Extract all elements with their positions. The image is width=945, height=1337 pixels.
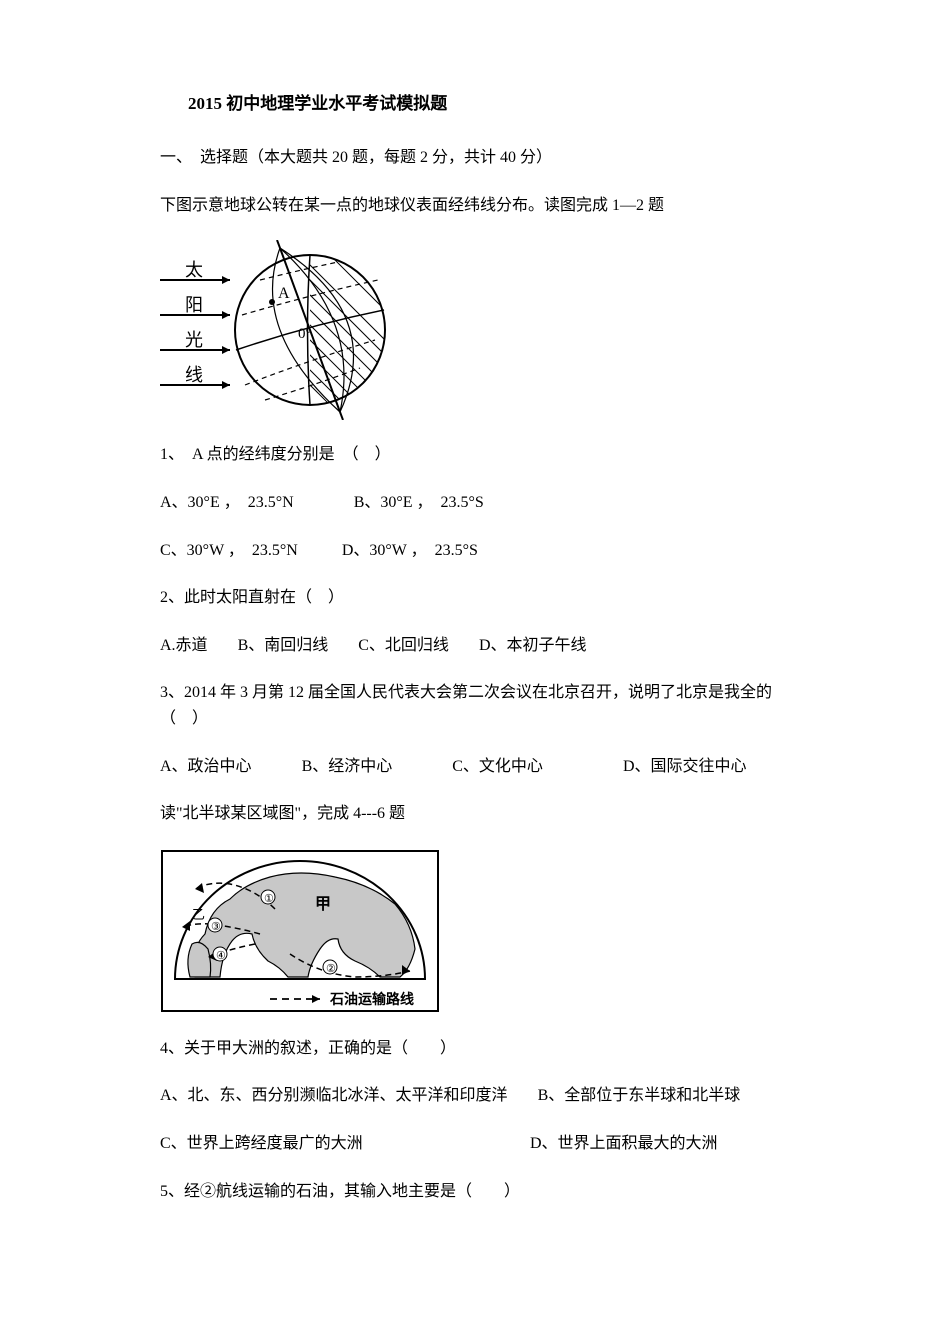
sun-label-4: 线 xyxy=(185,365,203,385)
question-2: 2、此时太阳直射在（ ） xyxy=(160,585,790,611)
sun-label-2: 阳 xyxy=(185,295,203,315)
fig2-circ3: ③ xyxy=(211,921,221,933)
question-1-options-row1: A、30°E ， 23.5°N B、30°E ， 23.5°S xyxy=(160,490,790,516)
question-1: 1、 A 点的经纬度分别是 （ ） xyxy=(160,442,790,468)
fig2-circ2: ② xyxy=(326,963,336,975)
intro-text-2: 读"北半球某区域图"，完成 4---6 题 xyxy=(160,801,790,827)
q4-opt-a: A、北、东、西分别濒临北冰洋、太平洋和印度洋 xyxy=(160,1083,508,1109)
q3-opt-a: A、政治中心 xyxy=(160,754,252,780)
question-4: 4、关于甲大洲的叙述，正确的是（ ） xyxy=(160,1036,790,1062)
question-5: 5、经②航线运输的石油，其输入地主要是（ ） xyxy=(160,1179,790,1205)
q2-opt-d: D、本初子午线 xyxy=(479,633,587,659)
q3-opt-d: D、国际交往中心 xyxy=(623,754,747,780)
q4-opt-d: D、世界上面积最大的大洲 xyxy=(530,1131,718,1157)
question-4-options-row2: C、世界上跨经度最广的大洲 D、世界上面积最大的大洲 xyxy=(160,1131,790,1157)
fig2-circ1: ① xyxy=(264,893,274,905)
fig2-label-jia: 甲 xyxy=(315,895,331,913)
section-header: 一、 选择题（本大题共 20 题，每题 2 分，共计 40 分） xyxy=(160,145,790,171)
sun-label-1: 太 xyxy=(185,260,203,280)
question-3-options: A、政治中心 B、经济中心 C、文化中心 D、国际交往中心 xyxy=(160,754,790,780)
q2-opt-a: A.赤道 xyxy=(160,633,208,659)
figure-1-globe: 太 阳 光 线 xyxy=(160,240,790,420)
intro-text-1: 下图示意地球公转在某一点的地球仪表面经纬线分布。读图完成 1—2 题 xyxy=(160,193,790,219)
q1-opt-b: B、30°E ， 23.5°S xyxy=(354,490,484,516)
sun-label-3: 光 xyxy=(185,330,203,350)
q2-opt-c: C、北回归线 xyxy=(358,633,449,659)
figure-2-hemisphere-map: ① ③ ④ ② 甲 乙 石油运输路线 xyxy=(160,849,790,1014)
q1-opt-a: A、30°E ， 23.5°N xyxy=(160,490,294,516)
question-2-options: A.赤道 B、南回归线 C、北回归线 D、本初子午线 xyxy=(160,633,790,659)
question-3: 3、2014 年 3 月第 12 届全国人民代表大会第二次会议在北京召开，说明了… xyxy=(160,680,790,731)
q3-opt-c: C、文化中心 xyxy=(452,754,543,780)
point-a-label: A xyxy=(278,285,290,302)
q4-opt-c: C、世界上跨经度最广的大洲 xyxy=(160,1131,530,1157)
q4-opt-b: B、全部位于东半球和北半球 xyxy=(538,1083,741,1109)
question-4-options-row1: A、北、东、西分别濒临北冰洋、太平洋和印度洋 B、全部位于东半球和北半球 xyxy=(160,1083,790,1109)
question-1-options-row2: C、30°W ， 23.5°N D、30°W ， 23.5°S xyxy=(160,538,790,564)
q1-opt-c: C、30°W ， 23.5°N xyxy=(160,538,298,564)
q1-opt-d: D、30°W ， 23.5°S xyxy=(342,538,478,564)
q2-opt-b: B、南回归线 xyxy=(238,633,329,659)
q3-opt-b: B、经济中心 xyxy=(302,754,393,780)
fig2-legend: 石油运输路线 xyxy=(329,991,414,1008)
fig2-circ4: ④ xyxy=(216,950,226,962)
zero-degree-label: 0° xyxy=(298,326,312,342)
page-title: 2015 初中地理学业水平考试模拟题 xyxy=(188,90,790,117)
fig2-label-z: 乙 xyxy=(192,907,205,922)
